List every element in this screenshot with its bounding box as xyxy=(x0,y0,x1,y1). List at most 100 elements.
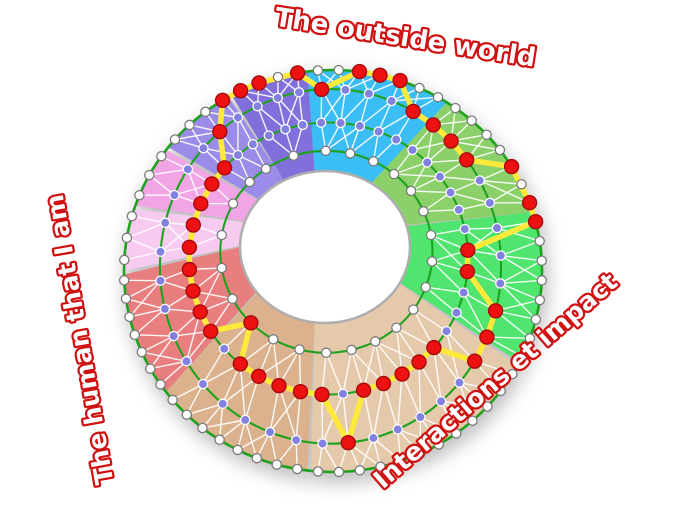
selected-node[interactable] xyxy=(314,386,330,403)
wheel-node[interactable] xyxy=(320,347,332,359)
wheel-node[interactable] xyxy=(414,448,426,459)
wheel-node[interactable] xyxy=(315,117,327,128)
selected-node[interactable] xyxy=(251,75,267,91)
wheel-node[interactable] xyxy=(481,129,492,140)
wheel-node[interactable] xyxy=(388,168,400,180)
selected-node[interactable] xyxy=(289,65,306,81)
wheel-node[interactable] xyxy=(184,119,195,131)
wheel-node[interactable] xyxy=(232,444,243,456)
wheel-node[interactable] xyxy=(271,459,282,470)
selected-node[interactable] xyxy=(375,375,392,392)
wheel-node[interactable] xyxy=(280,123,291,135)
wheel-node[interactable] xyxy=(317,438,328,449)
wheel-node[interactable] xyxy=(408,304,419,315)
wheel-node[interactable] xyxy=(260,163,272,175)
wheel-node[interactable] xyxy=(466,115,477,126)
wheel-node[interactable] xyxy=(181,356,192,367)
wheel-node[interactable] xyxy=(124,311,135,323)
selected-node[interactable] xyxy=(192,304,208,320)
wheel-node[interactable] xyxy=(200,106,211,118)
selected-node[interactable] xyxy=(193,195,209,212)
wheel-node[interactable] xyxy=(390,134,402,145)
wheel-node[interactable] xyxy=(239,414,251,426)
wheel-node[interactable] xyxy=(474,175,485,186)
wheel-node[interactable] xyxy=(182,164,194,175)
sector-green-bright[interactable] xyxy=(400,212,542,363)
wheel-node[interactable] xyxy=(368,432,379,444)
wheel-node[interactable] xyxy=(216,262,227,274)
wheel-node[interactable] xyxy=(484,197,496,209)
selected-node[interactable] xyxy=(392,72,408,89)
selected-node[interactable] xyxy=(459,152,475,168)
selected-node[interactable] xyxy=(521,194,538,211)
wheel-node[interactable] xyxy=(337,388,349,400)
wheel-node[interactable] xyxy=(534,294,546,306)
wheel-node[interactable] xyxy=(214,434,225,446)
selected-node[interactable] xyxy=(487,303,504,319)
wheel-node[interactable] xyxy=(268,334,279,345)
selected-node[interactable] xyxy=(405,103,421,120)
wheel-node[interactable] xyxy=(450,428,462,439)
selected-node[interactable] xyxy=(503,158,520,175)
selected-node[interactable] xyxy=(426,339,442,356)
wheel-node[interactable] xyxy=(530,314,542,325)
selected-node[interactable] xyxy=(372,67,388,83)
wheel-node[interactable] xyxy=(312,466,324,477)
wheel-node[interactable] xyxy=(524,333,536,344)
wheel-node[interactable] xyxy=(217,398,228,410)
wheel-node[interactable] xyxy=(386,95,397,107)
wheel-node[interactable] xyxy=(126,210,138,222)
selected-node[interactable] xyxy=(212,123,228,140)
wheel-node[interactable] xyxy=(435,396,447,407)
wheel-node[interactable] xyxy=(120,293,132,304)
wheel-node[interactable] xyxy=(169,134,181,145)
selected-node[interactable] xyxy=(216,160,233,176)
wheel-node[interactable] xyxy=(197,378,209,390)
wheel-node[interactable] xyxy=(169,189,180,201)
selected-node[interactable] xyxy=(202,323,219,339)
wheel-node[interactable] xyxy=(216,229,227,241)
sector-purple-light[interactable] xyxy=(168,96,284,200)
wheel-node[interactable] xyxy=(145,363,156,374)
wheel-node[interactable] xyxy=(418,206,429,217)
selected-node[interactable] xyxy=(340,435,356,451)
wheel-node[interactable] xyxy=(129,329,141,341)
wheel-node[interactable] xyxy=(291,463,303,475)
wheel-node[interactable] xyxy=(450,102,461,114)
wheel-node[interactable] xyxy=(134,189,145,201)
wheel-node[interactable] xyxy=(516,178,527,190)
wheel-node[interactable] xyxy=(395,455,406,467)
wheel-node[interactable] xyxy=(453,204,465,216)
wheel-node[interactable] xyxy=(264,426,276,438)
selected-node[interactable] xyxy=(394,366,410,382)
wheel-node[interactable] xyxy=(375,461,386,472)
wheel-node[interactable] xyxy=(252,100,263,112)
selected-node[interactable] xyxy=(351,63,368,80)
wheel-node[interactable] xyxy=(333,64,344,76)
selected-node[interactable] xyxy=(527,213,544,230)
sector-pink-light[interactable] xyxy=(124,208,245,271)
selected-node[interactable] xyxy=(292,384,309,400)
selected-node[interactable] xyxy=(271,378,287,394)
wheel-node[interactable] xyxy=(155,275,166,286)
wheel-node[interactable] xyxy=(118,275,130,286)
wheel-node[interactable] xyxy=(467,415,478,426)
selected-node[interactable] xyxy=(411,354,427,370)
selected-node[interactable] xyxy=(243,315,259,331)
wheel-node[interactable] xyxy=(263,130,275,141)
wheel-node[interactable] xyxy=(312,65,324,76)
wheel-node[interactable] xyxy=(244,176,255,188)
wheel-node[interactable] xyxy=(425,229,437,241)
selected-node[interactable] xyxy=(181,239,198,256)
wheel-node[interactable] xyxy=(251,452,263,464)
wheel-node[interactable] xyxy=(293,87,305,98)
wheel-node[interactable] xyxy=(507,368,518,380)
wheel-node[interactable] xyxy=(426,256,438,267)
wheel-node[interactable] xyxy=(344,148,356,159)
wheel-node[interactable] xyxy=(495,278,506,289)
wheel-node[interactable] xyxy=(136,346,148,358)
wheel-node[interactable] xyxy=(167,394,178,406)
wheel-node[interactable] xyxy=(434,171,446,182)
selected-node[interactable] xyxy=(425,117,441,133)
wheel-node[interactable] xyxy=(391,322,402,333)
